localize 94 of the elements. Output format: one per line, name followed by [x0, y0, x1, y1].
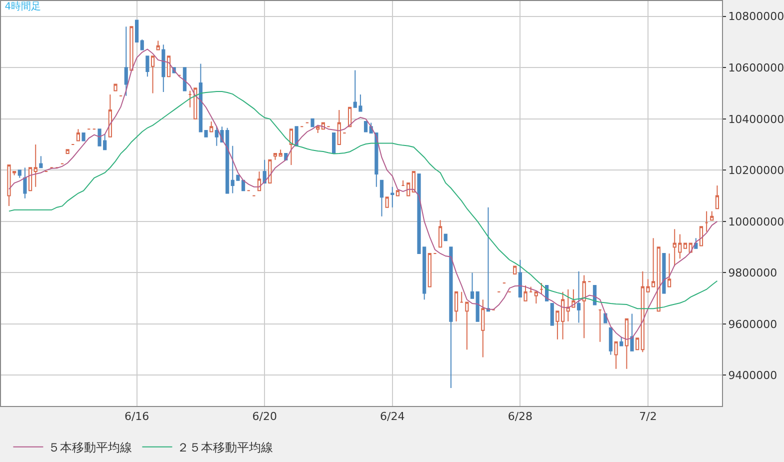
- candlestick: [704, 210, 708, 232]
- candlestick: [438, 220, 442, 248]
- candlestick: [576, 270, 581, 324]
- candlestick: [715, 185, 720, 210]
- candlestick: [332, 132, 336, 154]
- candlestick: [23, 167, 27, 199]
- chart-title: 4時間足: [4, 0, 42, 12]
- y-tick-label: 10000000: [728, 215, 784, 228]
- candlestick: [374, 132, 378, 188]
- candlestick: [364, 120, 368, 132]
- candlestick: [156, 40, 160, 50]
- candlestick: [337, 109, 341, 146]
- candlestick: [390, 186, 394, 208]
- candlestick: [444, 234, 448, 242]
- candlestick: [518, 259, 522, 298]
- y-tick-label: 10800000: [728, 10, 784, 24]
- candlestick: [582, 274, 586, 339]
- legend-label: ５本移動平均線: [48, 440, 132, 455]
- y-tick-label: 9600000: [728, 318, 778, 331]
- candlestick: [114, 84, 118, 92]
- candlestick: [449, 246, 453, 389]
- candlestick: [124, 26, 128, 96]
- candlestick: [624, 318, 628, 370]
- candlestick: [18, 170, 22, 178]
- candlestick: [620, 336, 624, 346]
- candlestick: [524, 285, 528, 302]
- candlestick: [401, 180, 405, 186]
- candlestick: [683, 242, 688, 249]
- candlestick: [262, 159, 266, 184]
- candlestick: [481, 299, 485, 358]
- candlestick: [82, 132, 86, 142]
- candlestick: [710, 210, 714, 221]
- line-series: [8, 90, 718, 310]
- line-series: [8, 48, 718, 340]
- candlestick: [134, 20, 139, 43]
- candlestick: [513, 266, 517, 274]
- candlestick: [667, 252, 672, 288]
- x-tick-label: 7/2: [639, 410, 657, 424]
- y-tick-label: 10600000: [728, 62, 784, 74]
- candlestick: [550, 302, 554, 326]
- candlestick: [316, 126, 320, 134]
- candlestick: [486, 206, 490, 312]
- y-tick-label: 10400000: [728, 112, 784, 126]
- candlestick: [460, 291, 464, 303]
- candlestick: [66, 149, 70, 154]
- candlestick: [614, 341, 618, 370]
- candlestick: [630, 313, 634, 352]
- candlestick: [540, 282, 544, 295]
- y-tick-label: 9800000: [728, 266, 778, 280]
- candlestick: [28, 167, 32, 192]
- candlestick: [130, 26, 134, 71]
- candlestick: [146, 56, 150, 78]
- candlestick: [162, 44, 166, 92]
- candlestick: [465, 302, 469, 350]
- candlestick: [406, 182, 410, 196]
- candlestick: [150, 56, 155, 94]
- candlestick: [396, 190, 400, 196]
- candlestick: [108, 94, 112, 138]
- candlestick: [476, 291, 480, 322]
- candlestick: [39, 156, 43, 168]
- candlestick: [273, 153, 278, 160]
- candlestick: [76, 128, 80, 142]
- candlestick: [428, 252, 432, 288]
- candlestick: [257, 170, 262, 192]
- candlestick: [598, 309, 602, 342]
- candlestick: [289, 128, 294, 166]
- candlestick: [656, 246, 660, 312]
- legend-label: ２５本移動平均線: [177, 440, 274, 455]
- candlestick: [470, 272, 474, 299]
- candlestick: [188, 90, 192, 108]
- y-tick-label: 9400000: [728, 369, 778, 382]
- candlestick: [662, 252, 666, 294]
- candlestick: [699, 226, 704, 246]
- candlestick: [182, 67, 187, 92]
- candlestick: [268, 159, 272, 184]
- x-tick-label: 6/28: [508, 410, 533, 424]
- candlestick: [140, 38, 144, 50]
- candlestick: [454, 291, 458, 322]
- candlestick: [34, 144, 38, 188]
- candlestick: [636, 338, 640, 350]
- candlestick: [608, 327, 613, 356]
- candlestick: [380, 180, 384, 217]
- candlestick: [210, 120, 214, 132]
- candlestick: [310, 118, 314, 128]
- candlestick: [385, 196, 389, 208]
- y-tick-label: 10200000: [728, 164, 784, 178]
- candlestick: [412, 170, 416, 192]
- x-tick-label: 6/24: [380, 410, 405, 424]
- candlestick: [278, 149, 282, 157]
- candlestick: [166, 56, 171, 78]
- candlestick: [529, 286, 533, 292]
- candlestick: [534, 291, 538, 304]
- x-tick-label: 6/16: [124, 410, 150, 424]
- x-tick-label: 6/20: [252, 410, 277, 424]
